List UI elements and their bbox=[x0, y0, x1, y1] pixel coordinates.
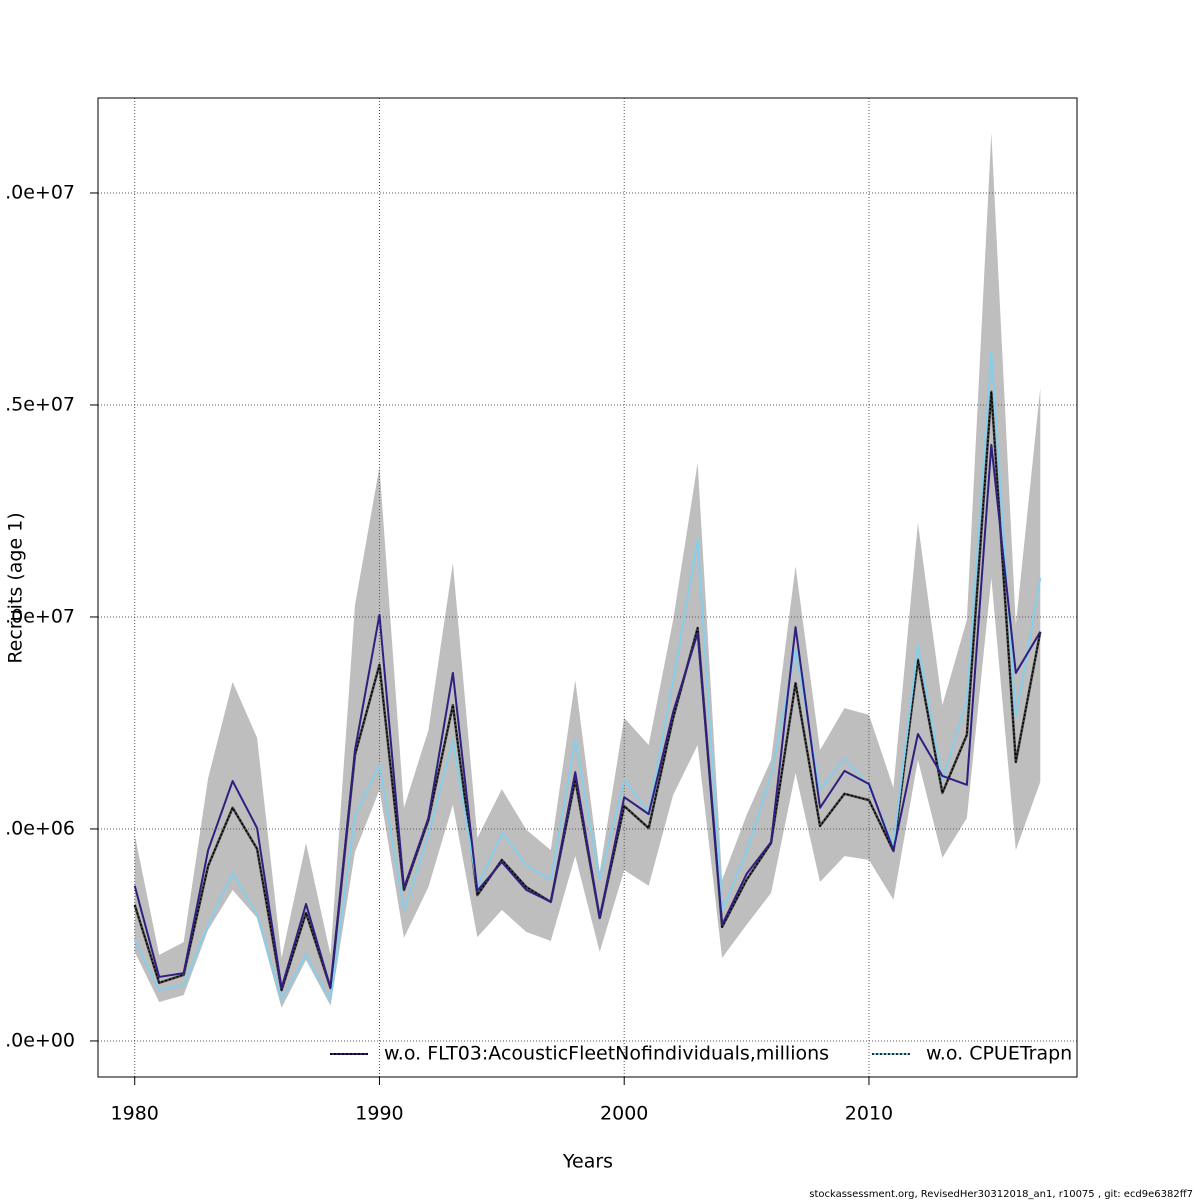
y-tick-label: .0e+00 bbox=[5, 1029, 75, 1051]
confidence-band bbox=[134, 132, 1041, 1008]
x-tick-label: 2010 bbox=[845, 1103, 893, 1125]
y-axis-label: Recruits (age 1) bbox=[5, 512, 27, 663]
y-tick-label: .0e+06 bbox=[5, 817, 75, 839]
y-tick-label: .5e+07 bbox=[5, 393, 75, 415]
x-axis-label: Years bbox=[562, 1151, 613, 1173]
plot-frame bbox=[97, 97, 1078, 1078]
y-tick-label: .0e+07 bbox=[5, 605, 75, 627]
y-tick-label: .0e+07 bbox=[5, 181, 75, 203]
plot-area bbox=[98, 98, 1077, 1077]
x-tick-label: 2000 bbox=[600, 1103, 648, 1125]
series-line bbox=[133, 443, 1042, 989]
series-line bbox=[133, 350, 1042, 1001]
footer: stockassessment.org, RevisedHer30312018_… bbox=[809, 1189, 1193, 1200]
x-tick-label: 1990 bbox=[355, 1103, 403, 1125]
legend-label: w.o. CPUETrapn bbox=[926, 1043, 1072, 1065]
legend-label: w.o. FLT03:AcousticFleetNofindividuals,m… bbox=[384, 1043, 829, 1065]
x-tick-label: 1980 bbox=[111, 1103, 159, 1125]
